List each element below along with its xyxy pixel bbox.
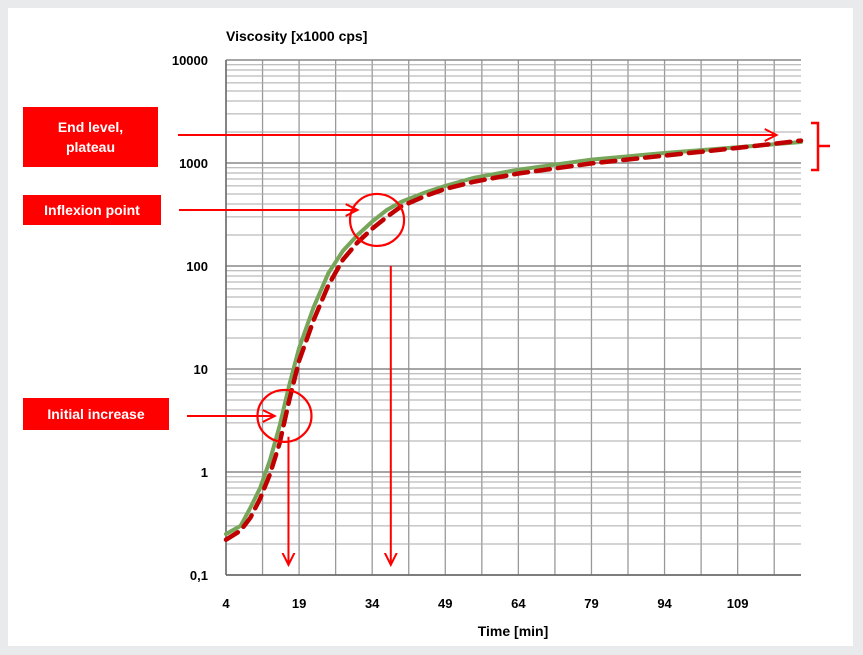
y-tick-label: 10000 bbox=[172, 53, 208, 68]
x-axis-title: Time [min] bbox=[478, 623, 549, 639]
y-tick-label: 100 bbox=[186, 259, 208, 274]
x-tick-label: 64 bbox=[511, 596, 526, 611]
plateau-bracket bbox=[811, 121, 830, 172]
y-tick-label: 1000 bbox=[179, 156, 208, 171]
annotation-inflexion: Inflexion point bbox=[23, 195, 161, 225]
y-tick-label: 1 bbox=[201, 465, 208, 480]
highlight-circle bbox=[256, 388, 313, 444]
x-tick-label: 49 bbox=[438, 596, 452, 611]
series-line-1 bbox=[224, 140, 803, 536]
x-tick-label: 109 bbox=[727, 596, 749, 611]
annotation-box bbox=[23, 195, 161, 225]
series-line-2 bbox=[223, 138, 804, 542]
x-tick-label: 4 bbox=[222, 596, 230, 611]
y-tick-label: 10 bbox=[194, 362, 208, 377]
x-tick-label: 79 bbox=[584, 596, 598, 611]
annotation-text: plateau bbox=[66, 139, 115, 155]
annotation-initial: Initial increase bbox=[23, 398, 169, 430]
annotation-box bbox=[23, 107, 158, 167]
annotation-text: Inflexion point bbox=[44, 202, 140, 218]
x-tick-label: 19 bbox=[292, 596, 306, 611]
x-tick-label: 94 bbox=[657, 596, 672, 611]
annotation-box bbox=[23, 398, 169, 430]
y-axis-title: Viscosity [x1000 cps] bbox=[226, 28, 367, 44]
annotation-text: Initial increase bbox=[47, 406, 144, 422]
viscosity-chart: 4 19 34 49 64 79 94 109 0,1 1 10 100 1000 10000 Visco… bbox=[23, 28, 830, 639]
y-tick-label: 0,1 bbox=[190, 568, 208, 583]
annotation-end: End level, plateau bbox=[23, 107, 158, 167]
annotation-text: End level, bbox=[58, 119, 123, 135]
highlight-circle bbox=[348, 192, 406, 248]
x-tick-label: 34 bbox=[365, 596, 380, 611]
chart-frame: 4 19 34 49 64 79 94 109 0,1 1 10 100 1000 10000 Visco… bbox=[8, 8, 853, 646]
